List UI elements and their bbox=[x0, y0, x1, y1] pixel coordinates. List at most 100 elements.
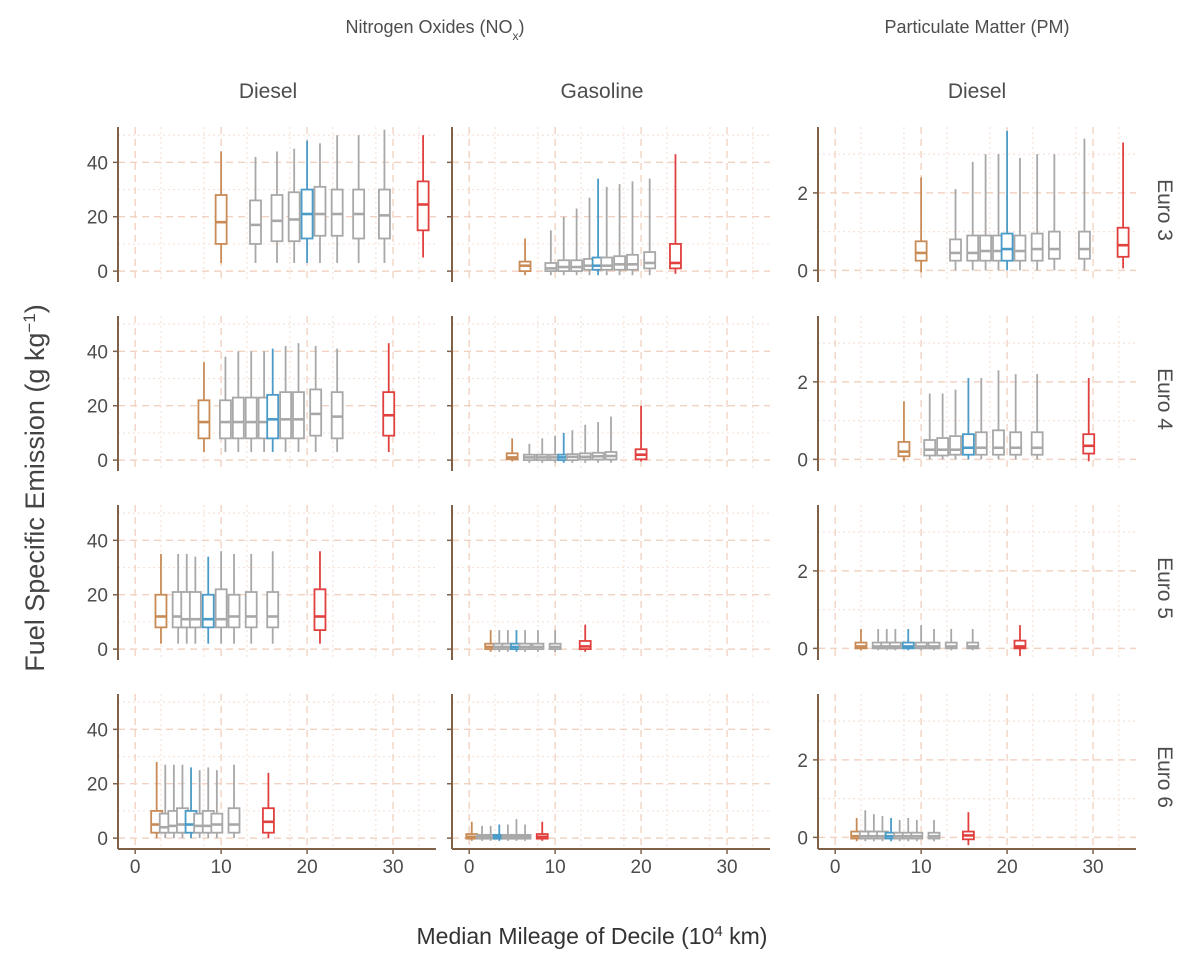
box-whisker bbox=[257, 351, 271, 452]
box-whisker bbox=[901, 629, 915, 651]
y-tick-label: 0 bbox=[97, 829, 108, 850]
y-tick-label: 2 bbox=[797, 373, 808, 394]
box-iqr bbox=[313, 588, 327, 631]
x-tick-label: 20 bbox=[631, 857, 652, 878]
box-iqr bbox=[201, 593, 215, 629]
x-tick-label: 20 bbox=[297, 857, 318, 878]
panel-r4c2: 0 10 20 30 bbox=[447, 694, 770, 878]
box-whisker bbox=[244, 351, 258, 452]
box-whisker bbox=[231, 351, 245, 452]
box-whisker bbox=[505, 438, 519, 462]
box-iqr bbox=[1078, 230, 1091, 260]
box-whisker bbox=[292, 343, 305, 452]
box-whisker bbox=[378, 129, 391, 263]
box-whisker bbox=[992, 370, 1005, 460]
box-whisker bbox=[535, 438, 549, 463]
box-whisker bbox=[313, 143, 327, 263]
y-tick-label: 0 bbox=[97, 451, 108, 472]
box-whisker bbox=[416, 135, 430, 258]
strip-col-diesel-nox: Diesel bbox=[239, 80, 297, 103]
box-iqr bbox=[626, 253, 639, 271]
box-whisker bbox=[643, 178, 657, 276]
box-whisker bbox=[949, 189, 962, 271]
box-whisker bbox=[936, 393, 950, 460]
group-title-nox: Nitrogen Oxides (NOx) bbox=[345, 17, 524, 43]
box-iqr bbox=[188, 591, 202, 629]
box-whisker bbox=[548, 630, 562, 652]
box-iqr bbox=[227, 593, 241, 629]
y-tick-label: 0 bbox=[797, 828, 808, 849]
box-iqr bbox=[600, 256, 614, 271]
box-whisker bbox=[279, 345, 292, 452]
group-title-pm: Particulate Matter (PM) bbox=[884, 17, 1069, 37]
box-iqr bbox=[330, 391, 344, 440]
box-iqr bbox=[936, 437, 950, 457]
box-whisker bbox=[1078, 138, 1091, 271]
box-whisker bbox=[626, 181, 639, 276]
box-iqr bbox=[270, 194, 284, 243]
box-whisker bbox=[910, 819, 924, 842]
box-whisker bbox=[518, 630, 532, 652]
box-whisker bbox=[154, 553, 168, 644]
y-tick-label: 0 bbox=[797, 261, 808, 282]
box-iqr bbox=[214, 588, 228, 629]
box-whisker bbox=[1000, 130, 1014, 271]
box-iqr bbox=[962, 433, 975, 456]
box-whisker bbox=[522, 443, 536, 463]
x-tick-label: 10 bbox=[545, 857, 566, 878]
box-whisker bbox=[219, 356, 232, 452]
y-tick-label: 0 bbox=[97, 640, 108, 661]
box-iqr bbox=[1013, 234, 1027, 262]
box-iqr bbox=[249, 199, 262, 245]
box-whisker bbox=[927, 629, 941, 651]
box-iqr bbox=[979, 234, 992, 262]
box-iqr bbox=[1030, 431, 1044, 456]
box-whisker bbox=[188, 556, 202, 644]
y-tick-label: 40 bbox=[87, 342, 108, 363]
x-tick-label: 0 bbox=[130, 857, 141, 878]
strip-row-euro3: Euro 3 bbox=[1153, 179, 1176, 241]
box-iqr bbox=[227, 807, 241, 834]
box-whisker bbox=[300, 140, 314, 263]
box-whisker bbox=[914, 177, 928, 273]
box-whisker bbox=[1047, 154, 1061, 271]
x-axis-title: Median Mileage of Decile (104 km) bbox=[417, 923, 768, 950]
box-iqr bbox=[974, 431, 988, 456]
panel-r4c1: 0 10 20 30 0 20 40 bbox=[87, 694, 436, 878]
box-iqr bbox=[570, 259, 584, 273]
box-whisker bbox=[944, 629, 958, 651]
box-whisker bbox=[313, 551, 327, 644]
box-whisker bbox=[214, 151, 228, 263]
box-whisker bbox=[966, 161, 980, 271]
box-whisker bbox=[1013, 158, 1027, 271]
box-whisker bbox=[927, 819, 941, 842]
y-tick-label: 20 bbox=[87, 208, 108, 229]
box-iqr bbox=[578, 640, 592, 651]
x-tick-label: 30 bbox=[1082, 857, 1103, 878]
strip-row-euro4: Euro 4 bbox=[1153, 368, 1176, 430]
y-tick-label: 20 bbox=[87, 586, 108, 607]
box-whisker bbox=[249, 156, 262, 263]
box-whisker bbox=[1009, 374, 1023, 460]
box-iqr bbox=[219, 399, 232, 440]
box-iqr bbox=[613, 255, 626, 271]
panel-r2c3: 02 bbox=[797, 316, 1136, 471]
box-whisker bbox=[850, 818, 864, 842]
box-iqr bbox=[262, 807, 275, 834]
box-whisker bbox=[330, 135, 344, 263]
strip-row-euro6: Euro 6 bbox=[1153, 746, 1176, 808]
box-whisker bbox=[266, 551, 280, 644]
panel-r2c1: 0 20 40 bbox=[87, 316, 436, 472]
box-whisker bbox=[604, 416, 618, 463]
box-iqr bbox=[244, 396, 258, 440]
box-whisker bbox=[613, 184, 626, 276]
box-whisker bbox=[591, 178, 605, 276]
box-iqr bbox=[1116, 226, 1130, 258]
y-tick-label: 2 bbox=[797, 562, 808, 583]
box-whisker bbox=[210, 770, 224, 839]
box-whisker bbox=[270, 151, 284, 263]
x-tick-label: 0 bbox=[830, 857, 841, 878]
box-whisker bbox=[565, 430, 579, 463]
box-whisker bbox=[578, 624, 592, 652]
